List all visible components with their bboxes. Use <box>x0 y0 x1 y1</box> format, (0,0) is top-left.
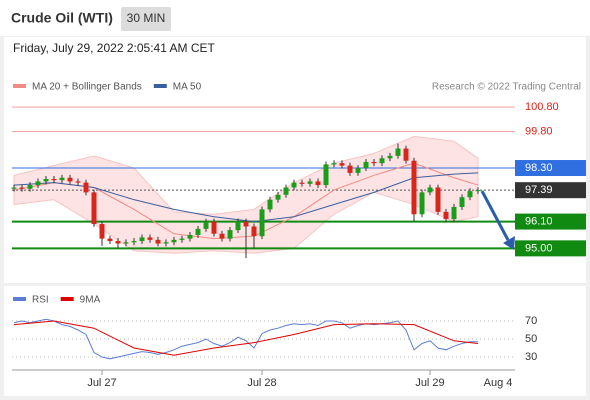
candle-body <box>243 221 249 227</box>
candle-body <box>411 160 417 215</box>
header-bar <box>0 0 590 36</box>
candle-body <box>419 192 425 215</box>
x-tick-label: Aug 4 <box>484 377 513 389</box>
candle-body <box>67 177 73 182</box>
candle-body <box>403 148 409 161</box>
candle-body <box>163 242 169 244</box>
candle-body <box>427 187 433 193</box>
candle-body <box>435 187 441 212</box>
legend-label: MA 20 + Bollinger Bands <box>32 82 142 93</box>
candle-body <box>11 187 17 189</box>
candle-body <box>99 224 105 239</box>
forecast-arrow <box>480 190 515 250</box>
level-label: 95.00 <box>525 242 553 254</box>
candle-body <box>219 233 225 239</box>
candle-body <box>299 182 305 184</box>
candle-body <box>171 239 177 243</box>
candle-body <box>19 187 25 189</box>
candle-body <box>283 187 289 195</box>
legend-swatch <box>13 297 26 301</box>
candle-body <box>155 239 161 244</box>
legend-swatch <box>13 84 26 88</box>
candle-body <box>331 163 337 165</box>
candle-body <box>203 221 209 229</box>
candle-body <box>115 241 121 244</box>
arrow-head <box>503 236 515 250</box>
candle-body <box>27 185 33 189</box>
candle-body <box>267 199 273 210</box>
level-label: 100.80 <box>525 101 559 113</box>
level-tag <box>515 213 586 230</box>
candle-body <box>227 230 233 239</box>
candle-body <box>339 163 345 166</box>
candle-body <box>475 190 481 192</box>
candle-body <box>323 164 329 186</box>
candle-body <box>371 161 377 164</box>
candle-body <box>131 241 137 243</box>
level-tag <box>515 182 586 199</box>
level-label: 96.10 <box>525 215 553 227</box>
candle-body <box>443 211 449 220</box>
legend-label: 9MA <box>80 295 101 306</box>
candle-body <box>59 177 65 181</box>
candle-body <box>35 181 41 186</box>
candle-body <box>211 221 217 234</box>
candle-body <box>195 228 201 235</box>
candle-body <box>355 168 361 173</box>
candle-body <box>51 178 57 181</box>
candle-body <box>347 165 353 173</box>
candle-body <box>291 182 297 188</box>
level-label: 98.30 <box>525 162 553 174</box>
candle-body <box>187 234 193 239</box>
candle-body <box>235 221 241 231</box>
arrow-shaft <box>480 190 510 241</box>
rsi-tick-label: 50 <box>525 333 537 345</box>
candle-body <box>451 206 457 220</box>
candle-body <box>467 191 473 198</box>
candle-body <box>315 181 321 186</box>
rsi-tick-label: 30 <box>525 351 537 363</box>
candle-body <box>123 242 129 244</box>
legend-label: MA 50 <box>173 82 202 93</box>
candle-body <box>139 237 145 242</box>
rsi-panel <box>4 286 586 396</box>
x-tick-label: Jul 27 <box>87 377 116 389</box>
timeframe: 30 MIN <box>127 11 166 25</box>
legend-label: RSI <box>32 295 49 306</box>
candle-body <box>459 197 465 207</box>
timeframe-badge[interactable] <box>121 7 171 31</box>
x-tick-label: Jul 28 <box>247 377 276 389</box>
candle-body <box>147 237 153 240</box>
legend-swatch <box>153 84 167 88</box>
level-tag <box>515 240 586 257</box>
title: Crude Oil (WTI) <box>11 10 113 26</box>
candle-body <box>275 194 281 200</box>
rsi-tick-label: 70 <box>525 315 537 327</box>
candle-body <box>43 178 49 182</box>
candle-body <box>75 181 81 183</box>
candle-body <box>395 148 401 156</box>
candle-body <box>83 182 89 193</box>
candle-body <box>107 238 113 242</box>
candle-body <box>91 192 97 225</box>
candle-body <box>307 181 313 184</box>
candle-body <box>363 161 369 169</box>
candle-body <box>259 209 265 237</box>
candle-body <box>379 158 385 164</box>
candle-body <box>179 238 185 240</box>
rsi-ma-line <box>13 320 479 356</box>
bollinger-band <box>13 135 479 254</box>
candle-body <box>251 226 257 237</box>
level-tag <box>515 160 586 177</box>
level-label: 97.39 <box>525 184 553 196</box>
candle-body <box>387 155 393 159</box>
legend-swatch <box>60 297 74 301</box>
level-label: 99.80 <box>525 125 553 137</box>
credit: Research © 2022 Trading Central <box>432 82 581 93</box>
x-tick-label: Jul 29 <box>415 377 444 389</box>
datetime: Friday, July 29, 2022 2:05:41 AM CET <box>13 41 216 55</box>
